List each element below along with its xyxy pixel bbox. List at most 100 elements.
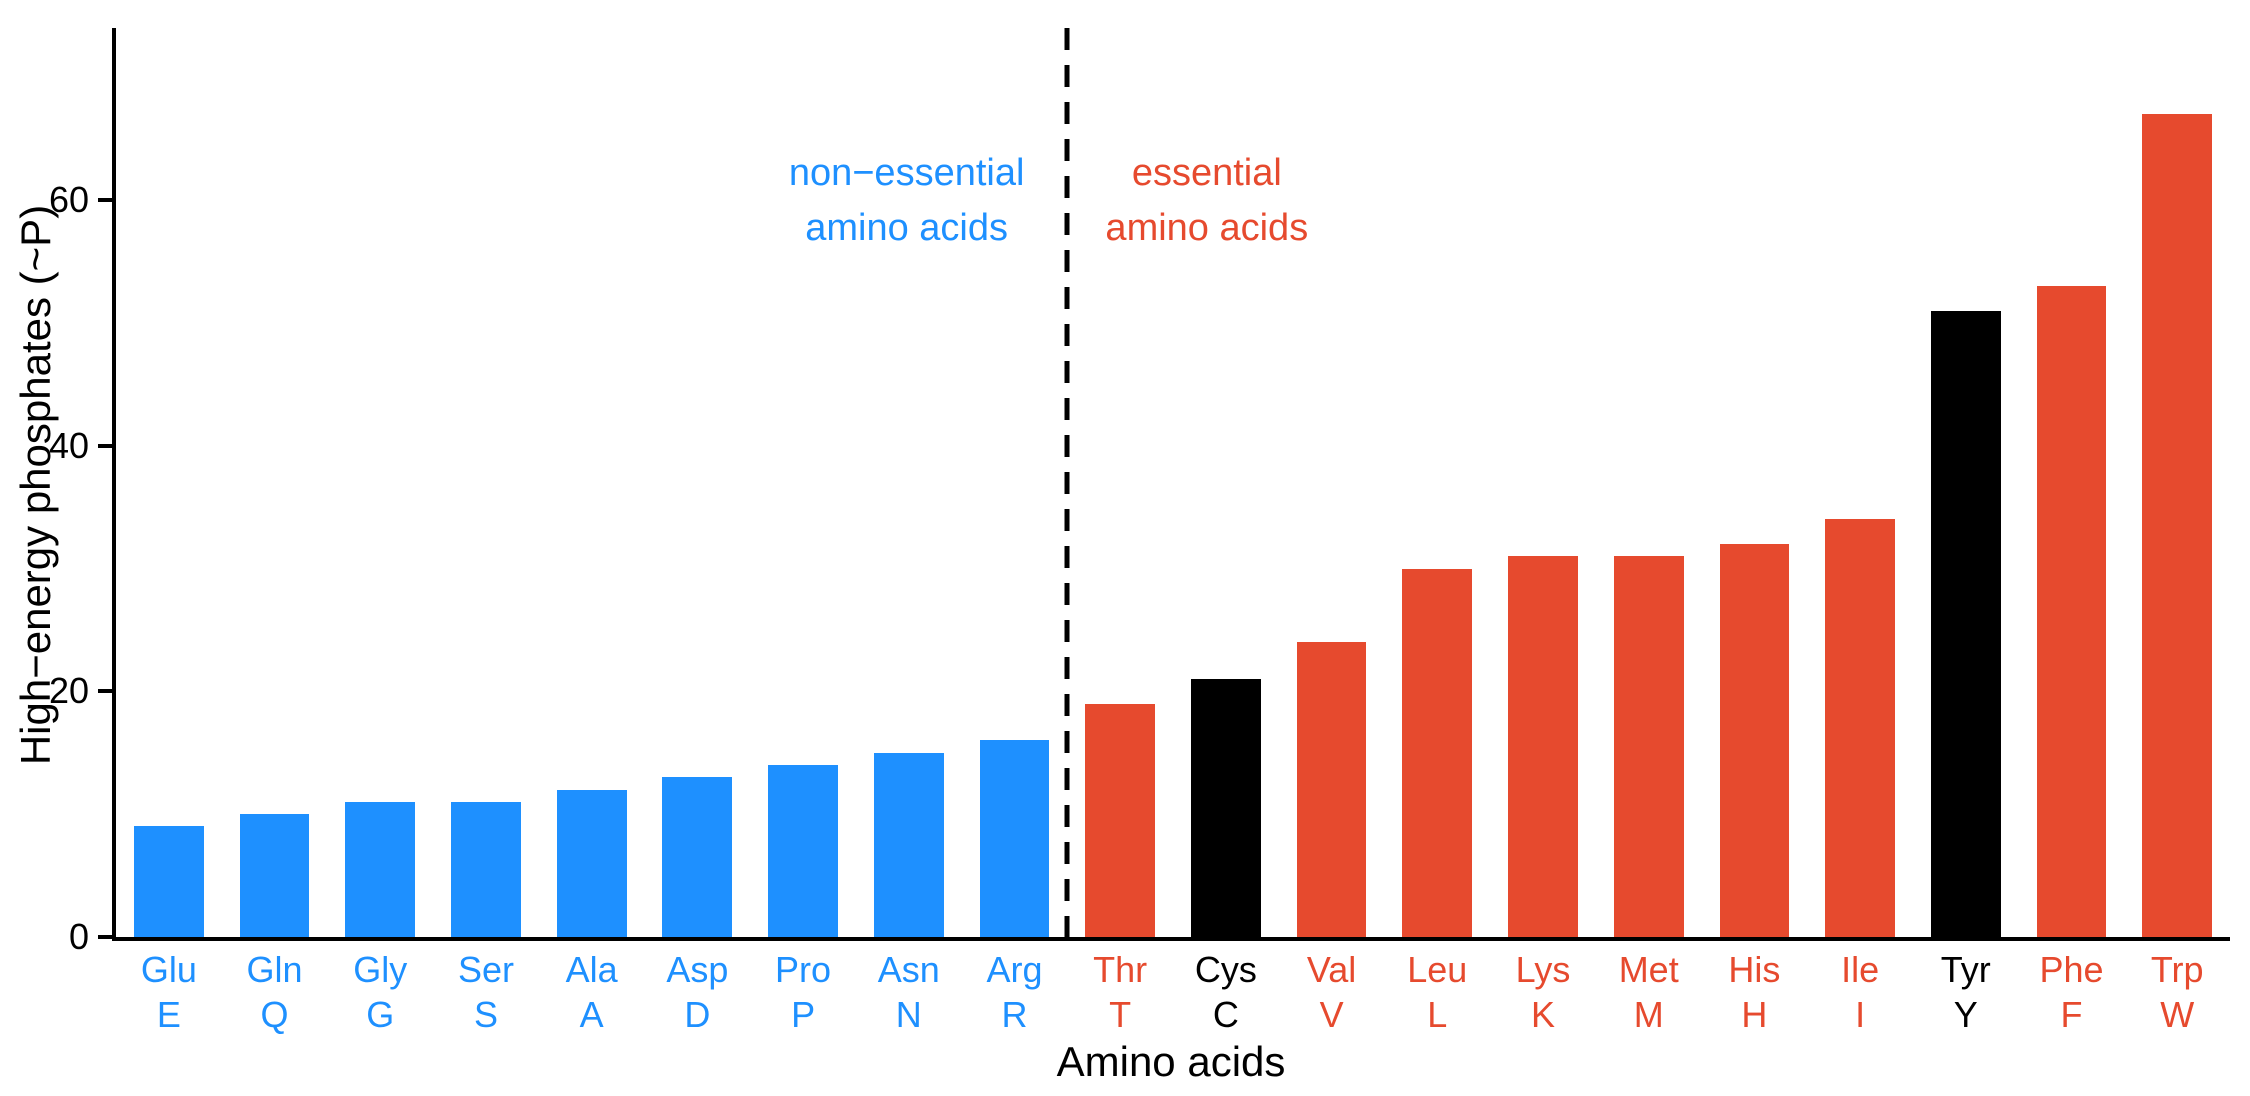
amino-acid-letter: C [1212,994,1239,1035]
amino-acid-letter: D [684,994,711,1035]
y-tick: 40 [49,425,116,467]
amino-acid-name: Pro [775,949,832,990]
bar-tyr [1930,310,2001,937]
bar-leu [1402,568,1473,937]
y-tick-mark [98,689,116,694]
y-tick: 20 [49,670,116,712]
amino-acid-name: Met [1618,949,1679,990]
annotation-line: essential [1131,152,1282,194]
x-category-label: Gly G [317,947,443,1037]
bar-phe [2036,285,2107,937]
bar-slot: Phe F [2019,28,2125,1035]
x-category-label: Glu E [106,947,232,1037]
bar-slot: Ile I [1807,28,1913,1035]
bar-glu [133,826,204,937]
bar-ser [451,801,521,937]
y-tick-mark [98,197,116,202]
amino-acid-name: Ser [457,949,514,990]
amino-acid-name: Ile [1841,949,1880,990]
y-tick-mark [98,935,116,939]
x-category-label: Asp D [635,947,761,1037]
annotation-line: amino acids [805,207,1009,250]
bar-ala [556,789,627,937]
amino-acid-name: Asp [666,949,729,990]
x-category-label: Met M [1586,947,1712,1037]
amino-acid-name: Tyr [1940,949,1991,990]
x-category-label: Thr T [1057,947,1183,1037]
bar-slot: His H [1702,28,1808,1035]
x-category-label: Ile I [1797,947,1923,1037]
y-tick: 60 [49,179,116,221]
bar-slot: Gly G [327,28,433,1035]
amino-acid-letter: M [1633,994,1664,1035]
amino-acid-name: Ala [565,949,618,990]
bar-lys [1508,556,1578,937]
amino-acid-letter: W [2160,994,2195,1035]
plot-area: 0 20 40 60 Glu E Gln Q Gly G Ser S Ala A Asp D Pro P Asn N… [49,28,2230,1035]
bar-gln [239,814,310,937]
amino-acid-name: Phe [2039,949,2104,990]
bar-slot: Pro P [750,28,856,1035]
amino-acid-name: Thr [1093,949,1148,990]
bar-slot: Ser S [433,28,539,1035]
amino-acid-letter: H [1741,994,1768,1035]
x-category-label: Val V [1269,947,1395,1037]
y-tick: 0 [69,916,116,958]
x-category-label: Gln Q [212,947,338,1037]
amino-acid-letter: G [366,994,395,1035]
amino-acid-name: Leu [1407,949,1468,990]
bar-ile [1825,519,1895,937]
bar-slot: Ala A [539,28,645,1035]
y-tick-label: 60 [48,178,89,220]
amino-acid-letter: P [791,994,816,1035]
bar-slot: Arg R [962,28,1068,1035]
amino-acid-name: Lys [1515,949,1571,990]
bar-slot: Val V [1279,28,1385,1035]
annotation-essential: essential amino acids [1105,146,1308,256]
bar-slot: Glu E [116,28,222,1035]
bar-arg [979,740,1050,937]
bar-slot: Asp D [645,28,751,1035]
amino-acid-name: Asn [877,949,940,990]
bar-slot: Gln Q [222,28,328,1035]
amino-acid-letter: E [156,994,181,1035]
x-axis-title: Amino acids [1056,1038,1286,1085]
bar-thr [1085,703,1156,937]
bar-met [1613,556,1684,937]
amino-acid-letter: N [895,994,922,1035]
amino-acid-name: Cys [1194,949,1257,990]
amino-acid-letter: K [1530,994,1555,1035]
amino-acid-name: Gln [246,949,303,990]
bar-cys [1191,679,1261,937]
bar-slot: Cys C [1173,28,1279,1035]
amino-acid-letter: Q [260,994,289,1035]
x-category-label: Asn N [846,947,972,1037]
bars: Glu E Gln Q Gly G Ser S Ala A Asp D Pro P Asn N Arg R Thr T… [116,28,2230,1035]
x-category-label: Trp W [2114,947,2240,1037]
bar-val [1296,642,1367,937]
amino-acid-letter: V [1319,994,1344,1035]
x-category-label: Arg R [952,947,1078,1037]
bar-slot: Tyr Y [1913,28,2019,1035]
x-category-label: Cys C [1163,947,1289,1037]
y-tick-label: 0 [68,916,89,957]
amino-acid-letter: L [1427,994,1448,1035]
y-tick-label: 40 [48,424,89,466]
amino-acid-letter: A [579,994,604,1035]
x-category-label: Tyr Y [1903,947,2029,1037]
bar-pro [768,765,838,937]
amino-acid-letter: S [473,994,498,1035]
bar-asp [662,777,733,937]
x-category-label: Pro P [740,947,866,1037]
y-tick-mark [98,443,116,448]
bar-slot: Met M [1596,28,1702,1035]
x-category-label: Lys K [1480,947,1606,1037]
bar-gly [345,801,416,937]
amino-acid-name: Arg [986,949,1043,990]
amino-acid-name: Glu [140,949,197,990]
y-tick-label: 20 [48,670,89,712]
amino-acid-letter: Y [1953,994,1978,1035]
amino-acid-name: Val [1306,949,1357,990]
bar-trp [2142,114,2213,937]
